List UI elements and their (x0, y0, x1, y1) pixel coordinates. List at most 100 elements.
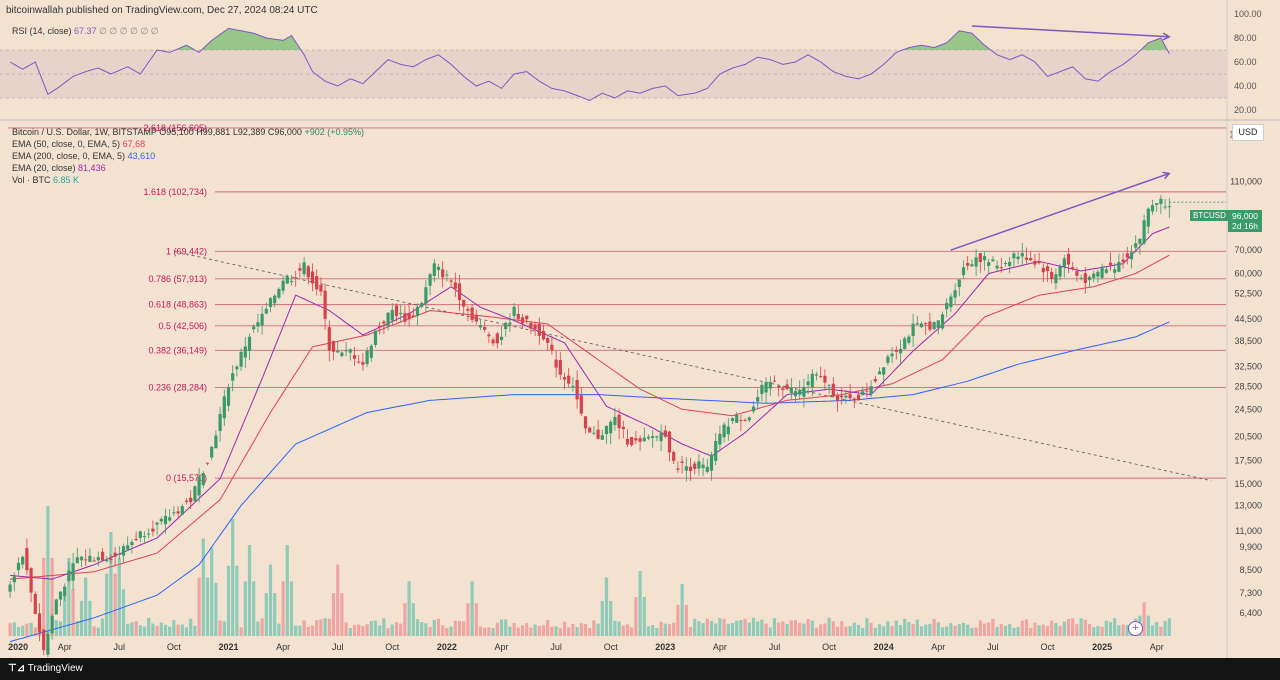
rsi-tick-label: 20.00 (1234, 105, 1257, 115)
volume-bar (915, 619, 919, 636)
currency-button[interactable]: USD (1232, 124, 1264, 141)
rsi-tick-label: 40.00 (1234, 81, 1257, 91)
candle-body (142, 536, 147, 538)
candle-body (285, 276, 289, 284)
volume-bar (625, 624, 630, 636)
legend-ema50[interactable]: EMA (50, close, 0, EMA, 5) 67,68 (12, 139, 145, 150)
candle-body (827, 384, 831, 386)
candle-body (457, 283, 462, 301)
candle-body (940, 314, 945, 329)
volume-bar (730, 623, 735, 636)
high-value: H99,881 (196, 127, 231, 137)
volume-bar (394, 622, 399, 636)
volume-bar (1167, 618, 1171, 636)
volume-bar (1150, 625, 1155, 636)
candle-body (214, 435, 218, 449)
candle-body (978, 253, 982, 263)
candle-body (915, 323, 919, 325)
low-value: L92,389 (232, 127, 266, 137)
candle-body (168, 517, 172, 521)
volume-bar (306, 626, 310, 636)
volume-bar (596, 623, 600, 636)
volume-bar (256, 621, 260, 636)
legend-ema20[interactable]: EMA (20, close) 81,436 (12, 163, 106, 174)
candle-body (508, 322, 512, 325)
candle-body (625, 438, 630, 445)
candle-body (1117, 261, 1121, 272)
legend-volume[interactable]: Vol · BTC 6.85 K (12, 175, 79, 186)
last-price-box: 96,000 2d 16h (1228, 210, 1262, 232)
volume-bar (105, 573, 109, 636)
candle-body (1062, 258, 1066, 267)
price-tick-label: 11,000 (1235, 526, 1262, 536)
volume-bar (537, 625, 541, 636)
tradingview-logo-icon[interactable]: ⊤⊿ TradingView (8, 663, 83, 674)
volume-bar (369, 621, 373, 636)
rsi-tick-label: 60.00 (1234, 57, 1257, 67)
candle-body (781, 388, 785, 391)
candle-body (155, 522, 159, 525)
volume-bar (218, 620, 222, 636)
volume-bar (743, 618, 747, 636)
add-plus-icon[interactable]: + (1128, 621, 1143, 636)
volume-bar (344, 622, 348, 636)
candle-body (688, 466, 693, 472)
volume-bar (58, 621, 63, 636)
candle-body (512, 306, 516, 316)
price-tick-label: 32,500 (1234, 361, 1262, 371)
candle-body (294, 277, 298, 279)
candle-body (1129, 252, 1134, 260)
candle-body (243, 346, 247, 358)
candle-body (487, 334, 491, 337)
candle-body (42, 629, 46, 651)
fib-label: 0.382 (36,149) (148, 345, 207, 355)
candle-body (886, 356, 890, 363)
volume-bar (92, 626, 96, 636)
volume-bar (365, 624, 369, 636)
volume-bar (214, 582, 218, 636)
candle-body (541, 330, 546, 340)
volume-bar (571, 624, 575, 636)
volume-bar (1003, 625, 1008, 636)
volume-bar (991, 618, 995, 636)
volume-bar (268, 564, 273, 636)
volume-bar (840, 621, 844, 636)
volume-bar (785, 624, 789, 636)
fib-label: 0.618 (48,863) (148, 300, 207, 310)
legend-ema200[interactable]: EMA (200, close, 0, EMA, 5) 43,610 (12, 151, 155, 162)
candle-body (420, 303, 424, 307)
candle-body (54, 599, 58, 615)
volume-bar (865, 618, 869, 636)
candle-body (75, 557, 79, 564)
change-value: +902 (+0.95%) (304, 127, 364, 137)
candle-body (739, 420, 743, 422)
volume-bar (298, 625, 302, 636)
fib-label: 0 (15,570) (166, 473, 207, 483)
candle-body (235, 366, 239, 370)
volume-bar (634, 597, 638, 636)
volume-bar (768, 627, 772, 636)
volume-bar (1092, 627, 1096, 636)
candle-body (562, 376, 567, 380)
x-tick-label: Apr (58, 642, 72, 652)
price-tick-label: 52,500 (1234, 289, 1262, 299)
price-tick-label: 17,500 (1234, 455, 1262, 465)
candle-body (260, 313, 264, 326)
volume-bar (869, 622, 873, 636)
candle-body (113, 552, 117, 557)
candle-body (785, 384, 789, 390)
candle-body (1045, 266, 1050, 272)
volume-bar (495, 622, 499, 636)
volume-bar (1159, 626, 1163, 636)
candle-body (520, 317, 525, 324)
candle-body (365, 350, 369, 364)
candle-body (571, 385, 575, 387)
candle-body (630, 437, 634, 446)
volume-bar (243, 581, 247, 636)
fib-label: 2.618 (156,605) (143, 123, 207, 133)
volume-bar (831, 621, 835, 636)
volume-bar (1058, 625, 1062, 636)
price-tick-label: 44,500 (1234, 314, 1262, 324)
volume-bar (894, 620, 898, 636)
candle-body (709, 454, 714, 471)
